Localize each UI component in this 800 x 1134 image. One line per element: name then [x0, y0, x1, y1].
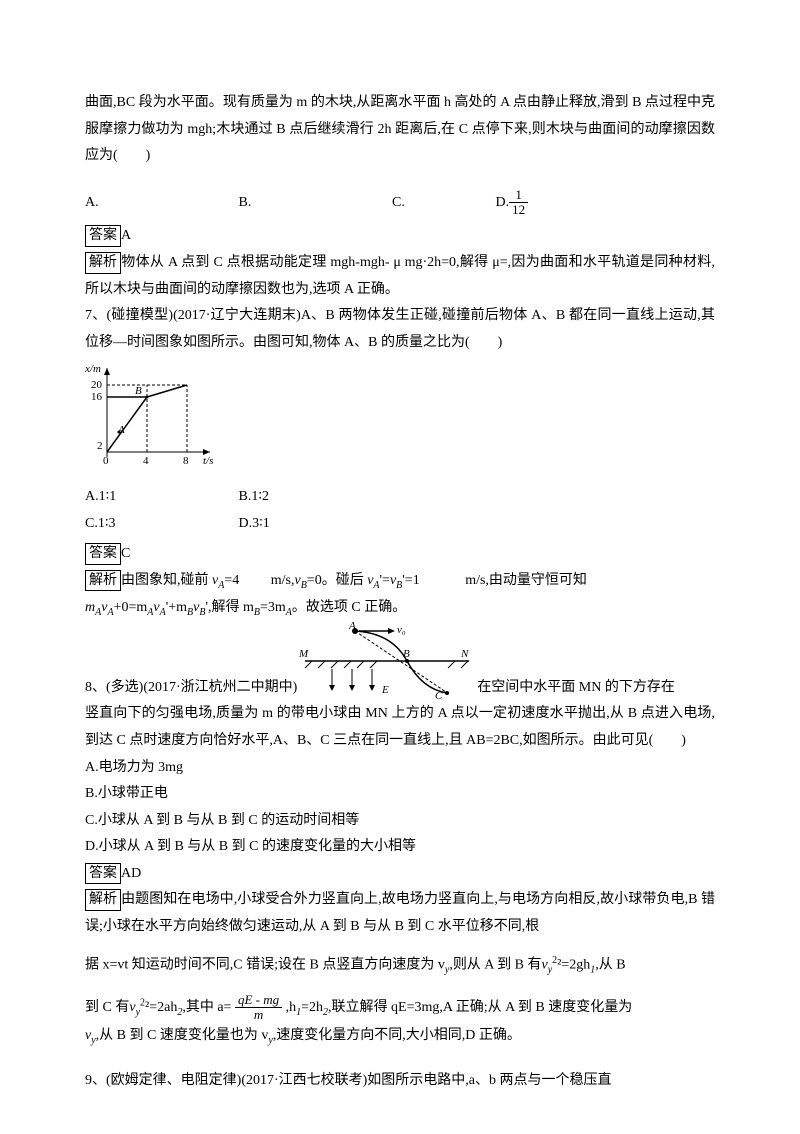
t: ,从 B	[595, 957, 625, 972]
q7-options: A.1∶1 B.1∶2 C.1∶3 D.3∶1	[85, 484, 715, 537]
t: '=1	[402, 573, 419, 588]
label-c: C	[435, 690, 443, 701]
q9-stem: 9、(欧姆定律、电阻定律)(2017·江西七校联考)如图所示电路中,a、b 两点…	[85, 1068, 715, 1095]
t: =0。碰后	[307, 573, 367, 588]
q6-opt-d-prefix: D.	[496, 195, 510, 210]
q8-opt-a: A.电场力为 3mg	[85, 755, 715, 782]
q6-explain: 解析物体从 A 点到 C 点根据动能定理 mgh-mgh- μ mg·2h=0,…	[85, 250, 715, 303]
x-axis-label: t/s	[203, 455, 213, 467]
q6-opt-a: A.	[85, 190, 235, 217]
q8-diagram: M N E A v₀ B C	[297, 621, 477, 701]
t: ²=2ah	[145, 1000, 177, 1015]
q7-stem: 7、(碰撞模型)(2017·辽宁大连期末)A、B 两物体发生正碰,碰撞前后物体 …	[85, 303, 715, 356]
t: =3m	[260, 600, 286, 615]
q7-opt-c: C.1∶3	[85, 511, 235, 538]
label-e: E	[381, 684, 389, 696]
q8-opt-b: B.小球带正电	[85, 781, 715, 808]
q8-opt-d: D.小球从 A 到 B 与从 B 到 C 的速度变化量的大小相等	[85, 834, 715, 861]
t: '=	[380, 573, 390, 588]
q8-exp1: 由题图知在电场中,小球受合外力竖直向上,故电场力竖直向上,与电场方向相反,故小球…	[85, 892, 715, 934]
t: ²=2gh	[557, 957, 590, 972]
q8-stem-row: 8、(多选)(2017·浙江杭州二中期中) M N E A v₀ B C	[85, 621, 715, 701]
answer-label: 答案	[85, 543, 121, 565]
q7-opt-b: B.1∶2	[239, 484, 269, 511]
q8-answer-line: 答案AD	[85, 861, 715, 888]
explain-label: 解析	[85, 570, 121, 592]
ytick-2: 2	[97, 440, 103, 452]
label-v0: v₀	[397, 624, 406, 636]
t: ,h	[286, 1000, 297, 1015]
t: m/s,由动量守恒可知	[465, 573, 587, 588]
t: =2h	[301, 1000, 323, 1015]
t: ',解得 m	[205, 600, 253, 615]
t: 到 C 有	[85, 1000, 129, 1015]
q8-frac: qE - mgm	[235, 993, 282, 1023]
answer-label: 答案	[85, 863, 121, 885]
answer-label: 答案	[85, 225, 121, 247]
y-axis-label: x/m	[85, 363, 101, 375]
t: 。故选项 C 正确。	[292, 600, 406, 615]
label-m: M	[298, 648, 309, 660]
s: y	[136, 1007, 140, 1018]
frac-den: 12	[509, 203, 528, 217]
explain-label: 解析	[85, 252, 121, 274]
frac-num: 1	[509, 188, 528, 203]
q8-answer: AD	[121, 866, 141, 881]
explain-label: 解析	[85, 889, 121, 911]
q7-chart-svg: x/m t/s 20 16 2 0 4 8 A B	[85, 362, 215, 467]
xtick-8: 8	[183, 455, 189, 467]
label-n: N	[460, 648, 469, 660]
q8-explain-4: vy,从 B 到 C 速度变化量也为 vy,速度变化量方向不同,大小相同,D 正…	[85, 1023, 715, 1050]
q6-opt-b: B.	[239, 190, 389, 217]
t: '+m	[166, 600, 187, 615]
q7-explain-2: mAvA+0=mAvA'+mBvB',解得 mB=3mA。故选项 C 正确。	[85, 595, 715, 622]
q8-stem-suffix: 在空间中水平面 MN 的下方存在	[477, 675, 675, 702]
t: m/s,	[271, 573, 295, 588]
q6-opt-c: C.	[392, 190, 492, 217]
t: 据 x=vt 知运动时间不同,C 错误;设在 B 点竖直方向速度为 v	[85, 957, 445, 972]
t: ,速度变化量方向不同,大小相同,D 正确。	[273, 1028, 521, 1043]
q6-answer: A	[121, 228, 131, 243]
q6-explain-text: 物体从 A 点到 C 点根据动能定理 mgh-mgh- μ mg·2h=0,解得…	[85, 255, 715, 297]
t: 由图象知,碰前	[121, 573, 212, 588]
q8-explain-2: 据 x=vt 知运动时间不同,C 错误;设在 B 点竖直方向速度为 vy,则从 …	[85, 951, 715, 979]
q7-answer-line: 答案C	[85, 541, 715, 568]
q8-explain-1: 解析由题图知在电场中,小球受合外力竖直向上,故电场力竖直向上,与电场方向相反,故…	[85, 887, 715, 940]
t: =4	[224, 573, 239, 588]
frac-num: qE - mg	[235, 993, 282, 1008]
frac-den: m	[235, 1008, 282, 1022]
q7-opt-d: D.3∶1	[239, 511, 270, 538]
q6-opt-d: D.112	[496, 188, 529, 218]
q8-explain-3: 到 C 有vy2²=2ah2,其中 a= qE - mgm ,h1=2h2,联立…	[85, 993, 715, 1023]
q8-stem-cont: 竖直向下的匀强电场,质量为 m 的带电小球由 MN 上方的 A 点以一定初速度水…	[85, 701, 715, 754]
chart-label-b: B	[135, 385, 142, 397]
q8-stem-prefix: 8、(多选)(2017·浙江杭州二中期中)	[85, 675, 297, 702]
t: ,则从 A 到 B 有	[449, 957, 541, 972]
xtick-4: 4	[143, 455, 149, 467]
q7-answer: C	[121, 546, 130, 561]
q7-opt-a: A.1∶1	[85, 484, 235, 511]
q6-options: A. B. C. D.112	[85, 188, 715, 218]
m: m	[85, 600, 95, 615]
q6-answer-line: 答案A	[85, 223, 715, 250]
label-b: B	[403, 648, 410, 660]
q8-opt-c: C.小球从 A 到 B 与从 B 到 C 的运动时间相等	[85, 808, 715, 835]
q6-opt-d-frac: 112	[509, 188, 528, 218]
t: ,其中 a=	[182, 1000, 231, 1015]
q6-stem: 曲面,BC 段为水平面。现有质量为 m 的木块,从距离水平面 h 高处的 A 点…	[85, 90, 715, 170]
xtick-0: 0	[103, 455, 109, 467]
ytick-20: 20	[91, 379, 103, 391]
q7-explain-1: 解析由图象知,碰前 vA=4 m/s,vB=0。碰后 vA'=vB'=1 m/s…	[85, 568, 715, 595]
t: ,从 B 到 C 速度变化量也为 v	[96, 1028, 269, 1043]
t: ,联立解得 qE=3mg,A 正确;从 A 到 B 速度变化量为	[328, 1000, 632, 1015]
ytick-16: 16	[91, 391, 103, 403]
t: +0=m	[114, 600, 148, 615]
label-a: A	[348, 621, 356, 632]
chart-label-a: A	[117, 424, 125, 436]
q7-chart: x/m t/s 20 16 2 0 4 8 A B	[85, 362, 715, 478]
